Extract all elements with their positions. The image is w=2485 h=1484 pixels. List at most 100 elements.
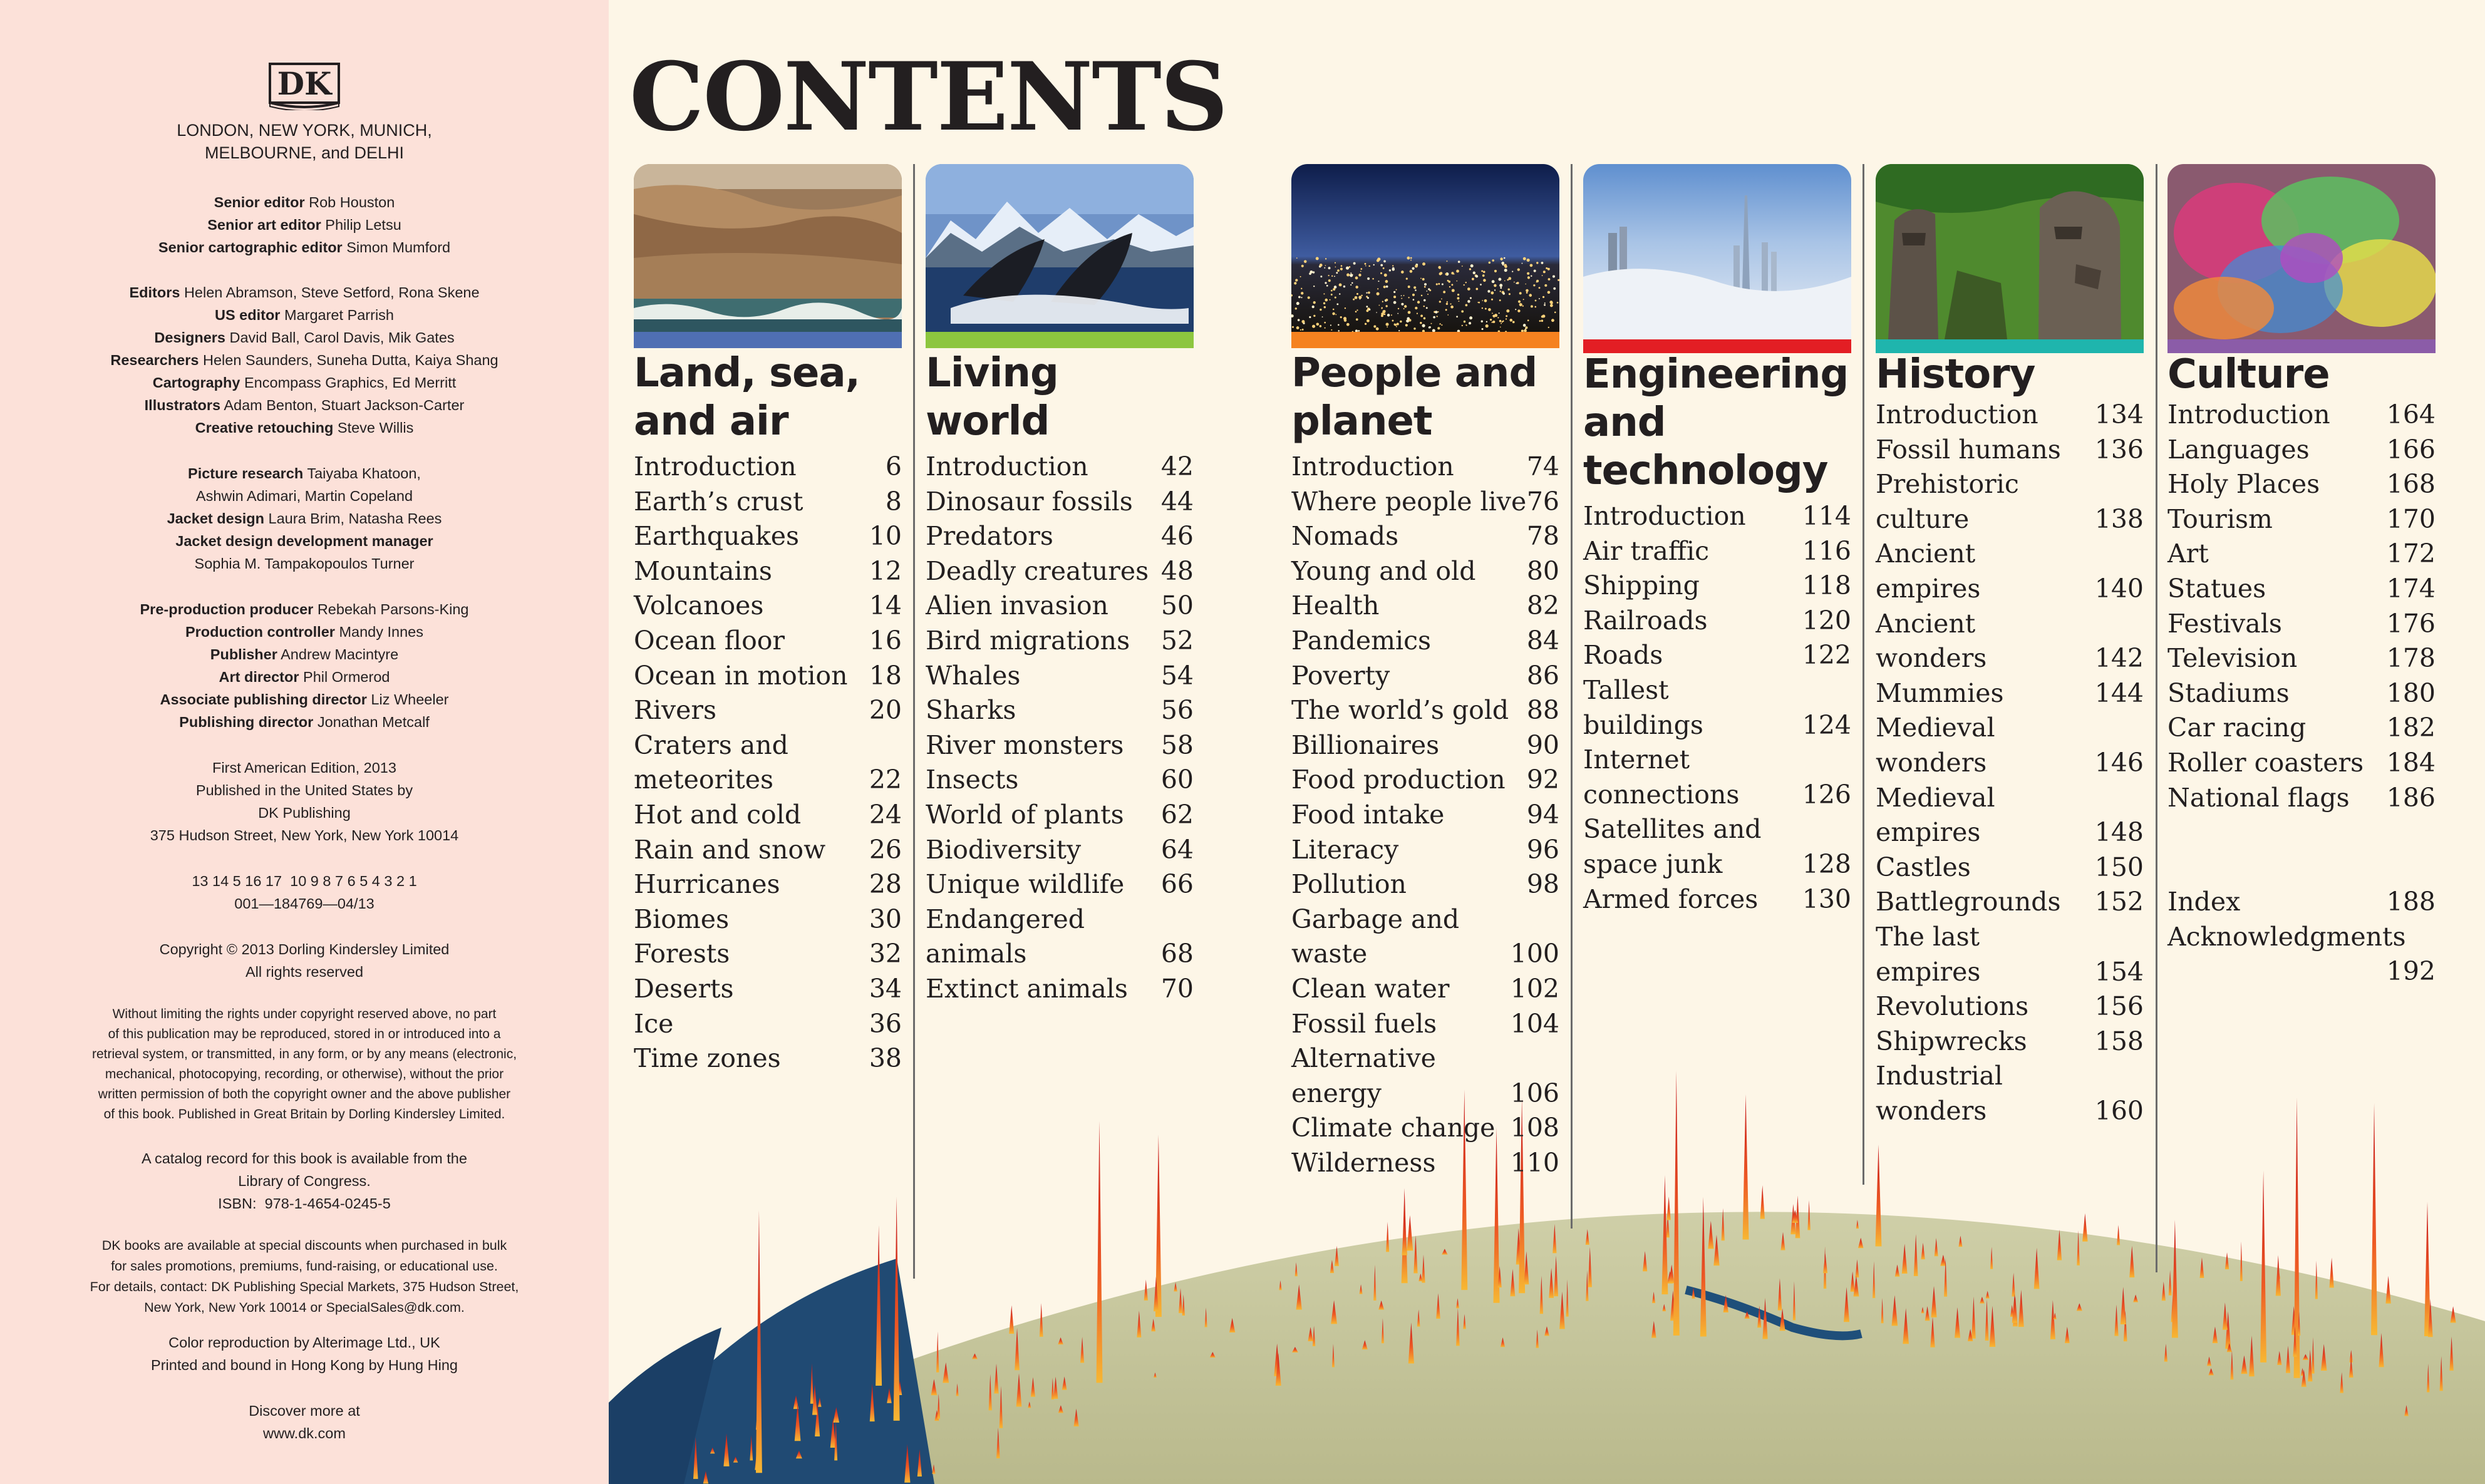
- toc-entry[interactable]: Poverty 86: [1291, 659, 1559, 694]
- toc-entry[interactable]: Deadly creatures 48: [926, 554, 1194, 589]
- toc-entry[interactable]: Languages 166: [2167, 433, 2436, 468]
- toc-entry[interactable]: Roller coasters 184: [2167, 746, 2436, 781]
- toc-entry[interactable]: Unique wildlife 66: [926, 867, 1194, 902]
- toc-entry[interactable]: Biodiversity 64: [926, 833, 1194, 868]
- city-light: [1492, 312, 1493, 314]
- toc-entry[interactable]: Earth’s crust 8: [634, 485, 902, 520]
- toc-entry[interactable]: Introduction 74: [1291, 450, 1559, 485]
- toc-entry[interactable]: Industrial wonders 160: [1876, 1059, 2144, 1128]
- city-light: [1546, 267, 1548, 269]
- toc-entry[interactable]: Television 178: [2167, 641, 2436, 676]
- toc-entry[interactable]: Pandemics 84: [1291, 624, 1559, 659]
- toc-entry[interactable]: Predators 46: [926, 519, 1194, 554]
- website-link[interactable]: www.dk.com: [263, 1425, 346, 1441]
- city-light: [1415, 264, 1418, 268]
- city-light: [1355, 329, 1358, 332]
- toc-entry[interactable]: Holy Places 168: [2167, 467, 2436, 502]
- toc-entry[interactable]: Craters and meteorites 22: [634, 728, 902, 798]
- toc-entry[interactable]: Shipwrecks 158: [1876, 1024, 2144, 1059]
- toc-entry[interactable]: Clean water 102: [1291, 972, 1559, 1007]
- toc-entry[interactable]: Bird migrations 52: [926, 624, 1194, 659]
- toc-entry[interactable]: Prehistoric culture 138: [1876, 467, 2144, 537]
- population-spike: [833, 1407, 840, 1423]
- population-spike: [1073, 1408, 1079, 1426]
- toc-entry[interactable]: Climate change 108: [1291, 1111, 1559, 1146]
- toc-entry[interactable]: Air traffic 116: [1583, 534, 1851, 569]
- toc-entry[interactable]: Battlegrounds 152: [1876, 885, 2144, 920]
- toc-entry[interactable]: Extinct animals 70: [926, 972, 1194, 1007]
- toc-entry[interactable]: Where people live 76: [1291, 485, 1559, 520]
- toc-entry[interactable]: The last empires 154: [1876, 920, 2144, 989]
- toc-entry[interactable]: Ocean in motion 18: [634, 659, 902, 694]
- toc-entry[interactable]: Fossil humans 136: [1876, 433, 2144, 468]
- toc-entry[interactable]: Railroads 120: [1583, 604, 1851, 639]
- toc-entry[interactable]: Castles 150: [1876, 850, 2144, 885]
- toc-entry[interactable]: Young and old 80: [1291, 554, 1559, 589]
- toc-entry-acknowledgments[interactable]: Acknowledgments 192: [2167, 921, 2436, 987]
- toc-entry[interactable]: Volcanoes 14: [634, 589, 902, 624]
- toc-entry[interactable]: Alternative energy 106: [1291, 1041, 1559, 1111]
- toc-entry[interactable]: Billionaires 90: [1291, 728, 1559, 763]
- toc-entry[interactable]: Food production 92: [1291, 763, 1559, 798]
- toc-page-number: 126: [1802, 779, 1851, 810]
- toc-entry[interactable]: Whales 54: [926, 659, 1194, 694]
- toc-entry[interactable]: Introduction 134: [1876, 398, 2144, 433]
- toc-entry[interactable]: Fossil fuels 104: [1291, 1007, 1559, 1042]
- toc-entry[interactable]: Car racing 182: [2167, 711, 2436, 746]
- toc-entry[interactable]: Insects 60: [926, 763, 1194, 798]
- toc-entry[interactable]: Food intake 94: [1291, 798, 1559, 833]
- toc-entry[interactable]: Introduction 114: [1583, 499, 1851, 534]
- toc-entry[interactable]: Pollution 98: [1291, 867, 1559, 902]
- toc-entry[interactable]: Rain and snow 26: [634, 833, 902, 868]
- toc-entry[interactable]: Tallest buildings 124: [1583, 673, 1851, 743]
- toc-entry[interactable]: Ice 36: [634, 1007, 902, 1042]
- toc-entry[interactable]: Medieval empires 148: [1876, 781, 2144, 850]
- toc-entry[interactable]: The world’s gold 88: [1291, 693, 1559, 728]
- toc-entry[interactable]: Mountains 12: [634, 554, 902, 589]
- population-spike: [1881, 1297, 1884, 1324]
- toc-entry[interactable]: Literacy 96: [1291, 833, 1559, 868]
- toc-entry[interactable]: Biomes 30: [634, 902, 902, 937]
- toc-entry[interactable]: Introduction 164: [2167, 398, 2436, 433]
- toc-entry[interactable]: Garbage and waste 100: [1291, 902, 1559, 972]
- toc-entry[interactable]: Hot and cold 24: [634, 798, 902, 833]
- toc-entry[interactable]: River monsters 58: [926, 728, 1194, 763]
- toc-entry[interactable]: Time zones 38: [634, 1041, 902, 1076]
- population-spike: [1673, 1071, 1680, 1336]
- toc-entry[interactable]: Forests 32: [634, 937, 902, 972]
- toc-entry[interactable]: Satellites and space junk 128: [1583, 812, 1851, 882]
- toc-entry[interactable]: Festivals 176: [2167, 607, 2436, 642]
- toc-entry[interactable]: Rivers 20: [634, 693, 902, 728]
- toc-entry[interactable]: Statues 174: [2167, 572, 2436, 607]
- toc-entry[interactable]: Ancient empires 140: [1876, 537, 2144, 606]
- toc-entry[interactable]: Shipping 118: [1583, 569, 1851, 604]
- toc-entry[interactable]: Ocean floor 16: [634, 624, 902, 659]
- toc-entry[interactable]: Dinosaur fossils 44: [926, 485, 1194, 520]
- toc-entry[interactable]: Revolutions 156: [1876, 989, 2144, 1024]
- city-light: [1448, 281, 1451, 283]
- toc-entry[interactable]: Roads 122: [1583, 638, 1851, 673]
- toc-entry[interactable]: Nomads 78: [1291, 519, 1559, 554]
- toc-entry[interactable]: Mummies 144: [1876, 676, 2144, 711]
- toc-entry[interactable]: Health 82: [1291, 589, 1559, 624]
- toc-entry[interactable]: Introduction 6: [634, 450, 902, 485]
- toc-entry[interactable]: Internet connections 126: [1583, 743, 1851, 812]
- toc-entry[interactable]: World of plants 62: [926, 798, 1194, 833]
- toc-entry[interactable]: Tourism 170: [2167, 502, 2436, 537]
- toc-entry[interactable]: Medieval wonders 146: [1876, 711, 2144, 780]
- toc-entry-index[interactable]: Index 188: [2167, 887, 2436, 917]
- toc-entry[interactable]: Introduction 42: [926, 450, 1194, 485]
- toc-entry[interactable]: Art 172: [2167, 537, 2436, 572]
- toc-entry[interactable]: Sharks 56: [926, 693, 1194, 728]
- print-credit-line: Printed and bound in Hong Kong by Hung H…: [151, 1357, 458, 1373]
- toc-entry[interactable]: Wilderness 110: [1291, 1146, 1559, 1181]
- toc-entry[interactable]: Ancient wonders 142: [1876, 607, 2144, 676]
- toc-entry[interactable]: National flags 186: [2167, 781, 2436, 816]
- toc-entry[interactable]: Earthquakes 10: [634, 519, 902, 554]
- toc-entry[interactable]: Armed forces 130: [1583, 882, 1851, 917]
- toc-entry[interactable]: Alien invasion 50: [926, 589, 1194, 624]
- toc-entry[interactable]: Hurricanes 28: [634, 867, 902, 902]
- toc-entry[interactable]: Stadiums 180: [2167, 676, 2436, 711]
- toc-entry[interactable]: Endangered animals 68: [926, 902, 1194, 972]
- toc-entry[interactable]: Deserts 34: [634, 972, 902, 1007]
